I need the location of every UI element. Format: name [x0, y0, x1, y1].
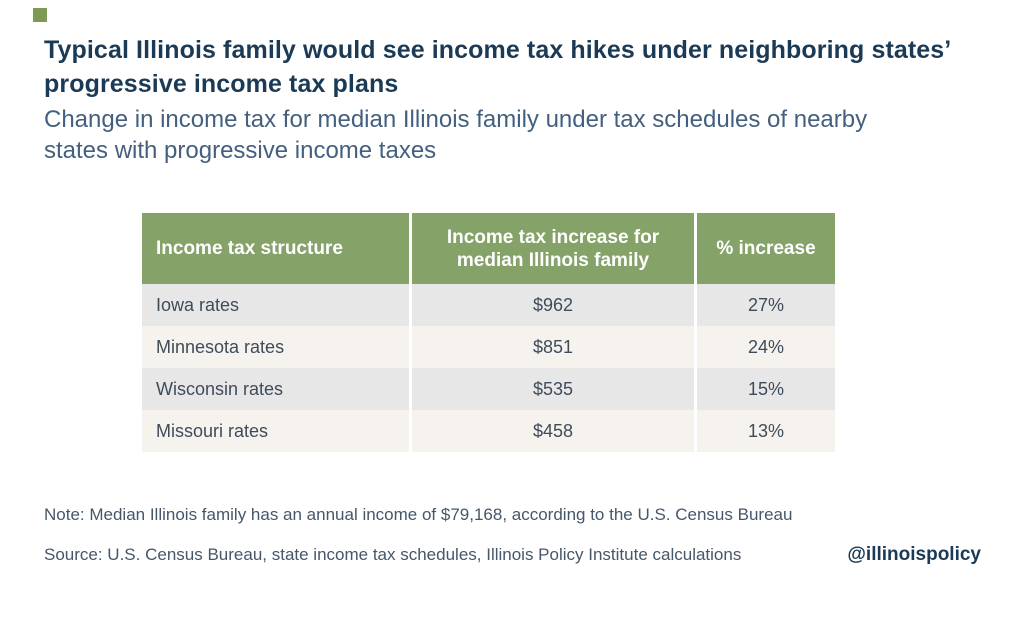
cell-percent: 15% — [694, 368, 835, 410]
cell-increase: $851 — [409, 326, 694, 368]
figure-subtitle-line-1: Change in income tax for median Illinois… — [44, 106, 868, 133]
source-text: Source: U.S. Census Bureau, state income… — [44, 545, 742, 564]
cell-increase: $535 — [409, 368, 694, 410]
table-header-row: Income tax structure Income tax increase… — [142, 213, 835, 284]
column-header-income-tax-increase: Income tax increase for median Illinois … — [409, 213, 694, 284]
figure-title-line-2: progressive income tax plans — [44, 70, 399, 98]
cell-structure: Minnesota rates — [156, 336, 285, 357]
cell-percent: 27% — [694, 284, 835, 326]
cell-structure: Missouri rates — [156, 420, 269, 441]
cell-structure: Wisconsin rates — [156, 378, 284, 399]
column-header-income-tax-structure: Income tax structure — [156, 238, 343, 259]
brand-square — [33, 8, 47, 22]
figure-subtitle-line-2: states with progressive income taxes — [44, 137, 437, 164]
table-row-missouri: Missouri rates $458 13% — [142, 410, 835, 452]
figure-title: Typical Illinois family would see income… — [44, 33, 1004, 101]
income-tax-table: Income tax structure Income tax increase… — [142, 213, 835, 452]
table-row-minnesota: Minnesota rates $851 24% — [142, 326, 835, 368]
cell-percent: 24% — [694, 326, 835, 368]
figure-title-line-1: Typical Illinois family would see income… — [44, 36, 952, 64]
table-row-wisconsin: Wisconsin rates $535 15% — [142, 368, 835, 410]
social-handle: @illinoispolicy — [847, 544, 981, 565]
note-text: Note: Median Illinois family has an annu… — [44, 505, 793, 524]
table-row-iowa: Iowa rates $962 27% — [142, 284, 835, 326]
cell-percent: 13% — [694, 410, 835, 452]
heading-block: Typical Illinois family would see income… — [44, 33, 1004, 166]
source-row: Source: U.S. Census Bureau, state income… — [44, 543, 981, 567]
cell-increase: $458 — [409, 410, 694, 452]
column-header-percent-increase: % increase — [694, 213, 835, 284]
figure-subtitle: Change in income tax for median Illinois… — [44, 104, 1004, 166]
cell-increase: $962 — [409, 284, 694, 326]
cell-structure: Iowa rates — [156, 294, 240, 315]
